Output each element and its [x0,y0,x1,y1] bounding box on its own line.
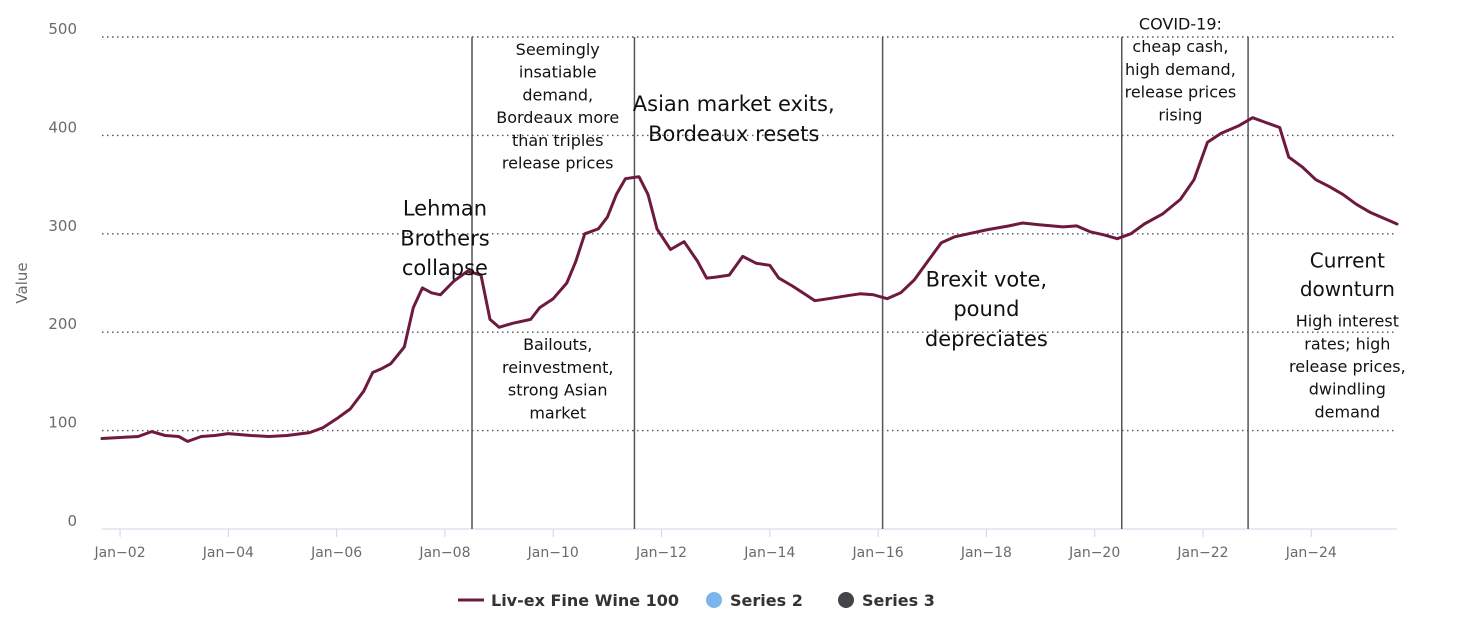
y-tick-label: 100 [48,414,77,432]
y-tick-label: 300 [48,217,77,235]
legend-label: Liv-ex Fine Wine 100 [491,591,679,610]
axes: 0 100 200 300 400 500 Jan−02 Jan−04 Jan−06 Jan−08… [48,20,1397,561]
annotation-text: Asian market exits, Bordeaux resets [633,92,835,146]
x-tick-label: Jan−18 [960,545,1012,561]
legend-label: Series 2 [730,591,803,610]
y-tick-label: 200 [48,315,77,333]
annotation-text: COVID-19: cheap cash, high demand, release … [1125,14,1237,124]
annotation-text: Lehman Brothers collapse [400,196,489,280]
legend-symbol [838,592,854,608]
x-tick-label: Jan−10 [527,545,579,561]
annotation-text: Current downturn [1300,249,1395,301]
x-tick-label: Jan−16 [852,545,904,561]
legend-item-3[interactable]: Series 3 [838,591,935,610]
annotation-text: Brexit vote, pound depreciates [925,267,1048,351]
y-axis-title: Value [13,262,31,303]
legend-item-2[interactable]: Series 2 [706,591,803,610]
x-tick-label: Jan−12 [635,545,687,561]
series-line-liv-ex-fine-wine-100[interactable] [100,116,1399,443]
series-layer [100,116,1399,443]
x-tick-label: Jan−22 [1176,545,1228,561]
x-tick-label: Jan−14 [743,545,795,561]
x-tick-label: Jan−02 [93,545,145,561]
annotation-text: Seemingly insatiable demand, Bordeaux more t… [496,40,619,173]
y-tick-label: 500 [48,20,77,38]
x-tick-label: Jan−24 [1285,545,1337,561]
x-tick-label: Jan−06 [310,545,362,561]
x-tick-label: Jan−20 [1068,545,1120,561]
legend-symbol [706,592,722,608]
annotation-text: Bailouts, reinvestment, strong Asian market [502,335,614,422]
x-tick-label: Jan−04 [202,545,254,561]
legend-label: Series 3 [862,591,935,610]
legend[interactable]: Liv-ex Fine Wine 100 Series 2 Series 3 [458,591,935,610]
legend-item-1[interactable]: Liv-ex Fine Wine 100 [458,591,679,610]
y-tick-label: 400 [48,118,77,136]
annotation-text: High interest rates; high release prices, d… [1289,312,1406,422]
y-tick-label: 0 [67,512,77,530]
x-tick-label: Jan−08 [418,545,470,561]
